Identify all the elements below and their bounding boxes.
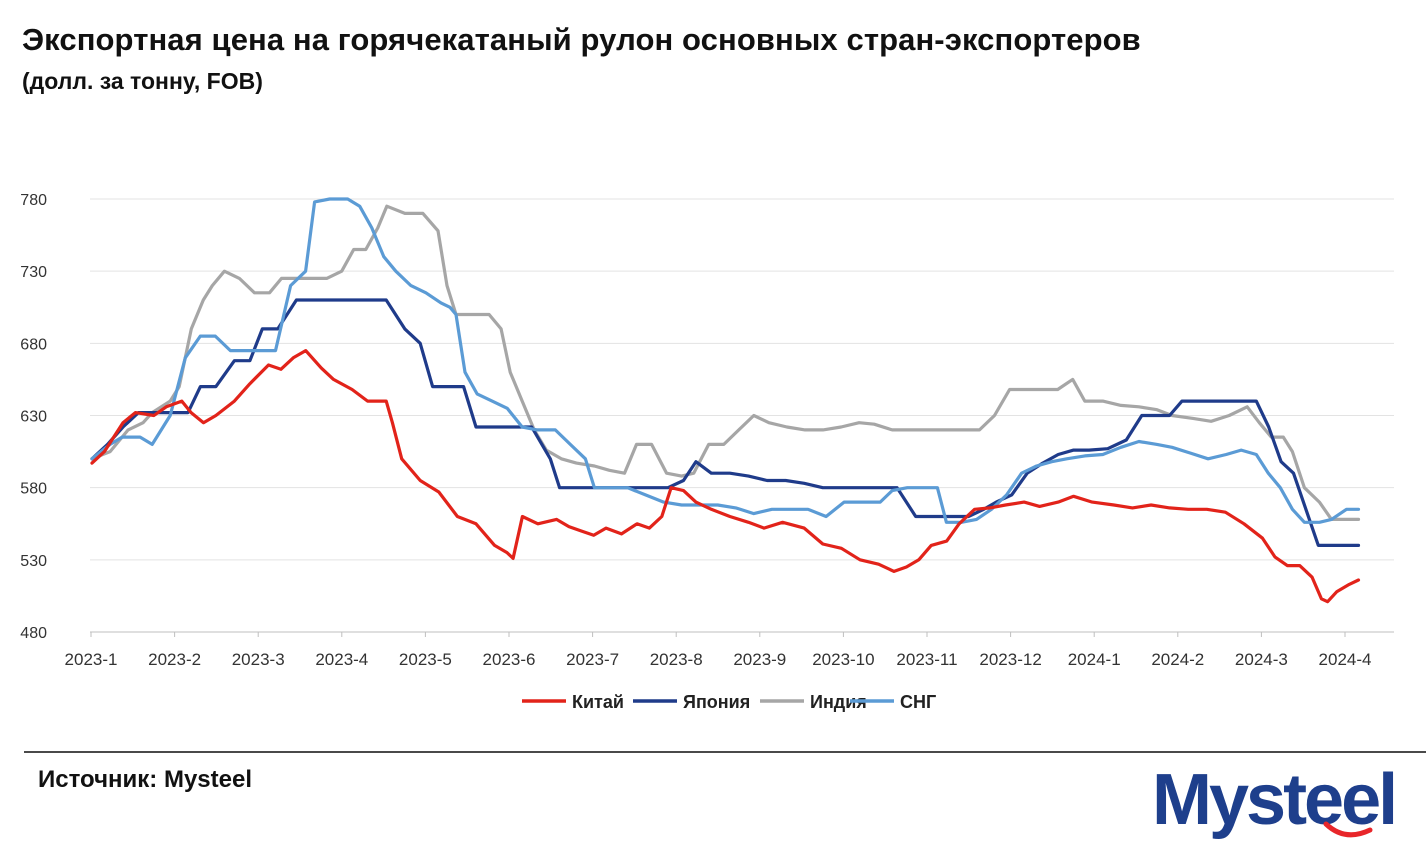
x-tick-label: 2023-3: [232, 650, 285, 669]
y-tick-label: 680: [20, 336, 47, 353]
y-tick-label: 530: [20, 553, 47, 570]
y-axis-ticks: 480 530 580 630 680 730 780: [20, 192, 47, 642]
legend-label: Китай: [572, 692, 624, 712]
footer-divider: [24, 751, 1426, 753]
x-tick-label: 2024-2: [1151, 650, 1204, 669]
x-tick-label: 2023-5: [399, 650, 452, 669]
chart-subtitle: (долл. за тонну, FOB): [22, 68, 263, 94]
y-tick-label: 730: [20, 264, 47, 281]
legend-item: Индия: [760, 692, 867, 712]
chart-title: Экспортная цена на горячекатаный рулон о…: [22, 22, 1141, 57]
y-tick-label: 580: [20, 481, 47, 498]
x-axis-ticks: 2023-1 2023-2 2023-3 2023-4 2023-5 2023-6 2023…: [65, 632, 1372, 669]
svg-text:Mysteel: Mysteel: [1152, 760, 1395, 840]
legend-item: СНГ: [850, 692, 936, 712]
legend-label: СНГ: [900, 692, 936, 712]
legend-label: Индия: [810, 692, 867, 712]
source-label: Источник: Mysteel: [38, 766, 252, 793]
x-tick-label: 2023-1: [65, 650, 118, 669]
series-lines: [90, 197, 1361, 604]
series-line-2: [90, 298, 1361, 547]
legend-item: Япония: [633, 692, 750, 712]
legend-item: Китай: [522, 692, 624, 712]
x-tick-label: 2023-6: [483, 650, 536, 669]
y-tick-label: 780: [20, 192, 47, 209]
x-tick-label: 2024-1: [1068, 650, 1121, 669]
series-line-3: [90, 204, 1361, 521]
series-line-1: [90, 349, 1361, 604]
x-tick-label: 2023-10: [812, 650, 874, 669]
mysteel-logo: Mysteel: [1152, 760, 1398, 840]
y-tick-label: 630: [20, 409, 47, 426]
x-tick-label: 2023-2: [148, 650, 201, 669]
x-tick-label: 2023-9: [733, 650, 786, 669]
x-tick-label: 2023-8: [650, 650, 703, 669]
x-tick-label: 2024-4: [1319, 650, 1372, 669]
y-tick-label: 480: [20, 625, 47, 642]
x-tick-label: 2023-4: [315, 650, 368, 669]
x-tick-label: 2023-11: [896, 650, 957, 669]
x-tick-label: 2023-7: [566, 650, 619, 669]
x-tick-label: 2023-12: [979, 650, 1041, 669]
gridlines: [90, 198, 1394, 633]
line-chart: 480 530 580 630 680 730 780 2023-1 2023-2 2023-3…: [20, 192, 1394, 712]
legend: Китай Япония Индия СНГ: [522, 692, 936, 712]
legend-label: Япония: [683, 692, 750, 712]
x-tick-label: 2024-3: [1235, 650, 1288, 669]
